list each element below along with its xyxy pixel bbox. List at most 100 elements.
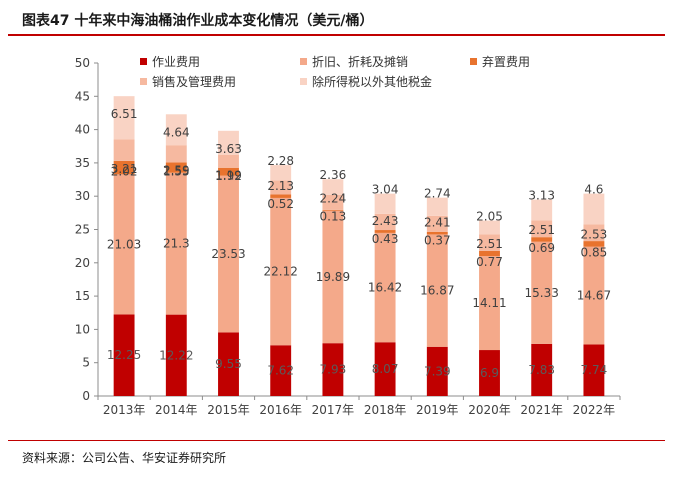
data-label: 3.04 (372, 183, 399, 197)
bar-segment (426, 231, 448, 235)
source-note: 资料来源：公司公告、华安证券研究所 (22, 451, 227, 465)
data-label: 8.07 (372, 362, 399, 376)
data-label: 0.52 (267, 197, 294, 211)
bar-segment (374, 213, 396, 231)
y-tick-label: 50 (75, 56, 90, 70)
bar-segment (531, 343, 553, 396)
legend-swatch (300, 58, 307, 65)
y-tick-label: 30 (75, 189, 90, 203)
legend-swatch (140, 58, 147, 65)
data-label: 12.22 (159, 348, 193, 362)
data-label: 7.74 (581, 363, 608, 377)
bar-segment (583, 241, 605, 247)
bar-segment (218, 154, 239, 168)
data-label: 2.74 (424, 187, 451, 201)
x-tick-label: 2013年 (103, 403, 146, 417)
bar-segment (270, 194, 292, 198)
y-tick-label: 40 (75, 123, 90, 137)
data-label: 2.05 (476, 210, 503, 224)
bar-segment (374, 342, 396, 396)
data-label: 21.3 (163, 237, 190, 251)
bar-segment (374, 232, 396, 343)
bar-segment (583, 193, 605, 225)
data-label: 9.55 (215, 357, 242, 371)
bar-segment (322, 210, 344, 344)
bar-segment (479, 220, 500, 235)
legend-label: 折旧、折耗及摊销 (312, 54, 408, 69)
legend-label: 弃置费用 (482, 54, 530, 69)
data-label: 1.92 (215, 169, 242, 183)
y-tick-label: 35 (75, 156, 90, 170)
x-tick-label: 2015年 (207, 403, 250, 417)
data-label: 14.11 (472, 296, 506, 310)
figure-title: 图表47 十年来中海油桶油作业成本变化情况（美元/桶） (22, 13, 374, 29)
y-tick-label: 20 (75, 256, 90, 270)
bar-segment (426, 234, 448, 347)
data-label: 2.13 (267, 179, 294, 193)
x-tick-label: 2020年 (468, 403, 511, 417)
legend-swatch (470, 58, 477, 65)
bar-segment (531, 241, 553, 344)
x-tick-label: 2019年 (416, 403, 459, 417)
data-label: 3.63 (215, 142, 242, 156)
data-label: 0.13 (320, 210, 347, 224)
data-label: 6.51 (111, 107, 138, 121)
bar-segment (531, 199, 553, 221)
bar-segment (113, 139, 135, 161)
bar-segment (218, 332, 239, 396)
bar-segment (113, 96, 135, 140)
y-tick-label: 45 (75, 89, 90, 103)
legend-label: 作业费用 (152, 55, 200, 69)
bar-segment (479, 234, 500, 251)
data-label: 23.53 (211, 247, 245, 261)
x-tick-label: 2021年 (520, 403, 563, 417)
data-label: 6.9 (480, 366, 499, 380)
data-label: 2.59 (163, 163, 190, 177)
bar-segment (270, 197, 292, 346)
bar-segment (113, 160, 135, 175)
data-label: 3.21 (111, 162, 138, 176)
data-label: 2.28 (267, 154, 294, 168)
y-tick-label: 25 (75, 223, 90, 237)
data-label: 2.24 (320, 192, 347, 206)
y-tick-label: 15 (75, 289, 90, 303)
bar-segment (583, 224, 605, 242)
bar-segment (218, 167, 239, 176)
stacked-bar-chart: 0 5 10 15 20 25 30 35 40 45 50 2013年 2014年 2015年 2016年… (75, 54, 621, 417)
data-label: 7.83 (528, 363, 555, 377)
bar-segment (165, 162, 187, 173)
bar-segment (583, 246, 605, 345)
data-label: 4.6 (584, 183, 603, 197)
data-label: 0.37 (424, 233, 451, 247)
data-label: 21.03 (107, 237, 141, 251)
y-tick-label: 10 (75, 322, 90, 336)
x-tick-label: 2018年 (364, 403, 407, 417)
data-label: 16.87 (420, 284, 454, 298)
data-label: 12.25 (107, 348, 141, 362)
bar-segment (531, 237, 553, 242)
y-tick-label: 0 (82, 389, 90, 403)
data-label: 2.43 (372, 214, 399, 228)
legend-swatch (140, 78, 147, 85)
data-label: 7.39 (424, 364, 451, 378)
data-label: 14.67 (577, 289, 611, 303)
x-tick-label: 2016年 (259, 403, 302, 417)
bar-segment (218, 175, 239, 333)
data-label: 0.69 (528, 241, 555, 255)
data-label: 0.43 (372, 232, 399, 246)
bar-segment (322, 194, 344, 210)
data-label: 3.13 (528, 189, 555, 203)
bar-segment (322, 343, 344, 396)
figure-title-bar: 图表47 十年来中海油桶油作业成本变化情况（美元/桶） (8, 4, 665, 36)
legend-label: 销售及管理费用 (152, 74, 236, 89)
data-label: 2.51 (528, 223, 555, 237)
bar-segment (426, 346, 448, 396)
bar-segment (165, 114, 187, 146)
bar-segment (322, 179, 344, 195)
bar-segment (374, 230, 396, 233)
source-bar: 资料来源：公司公告、华安证券研究所 (8, 440, 665, 471)
data-label: 0.77 (476, 255, 503, 269)
bar-segment (113, 174, 135, 315)
data-label: 22.12 (264, 265, 298, 279)
bar-segment (165, 314, 187, 396)
